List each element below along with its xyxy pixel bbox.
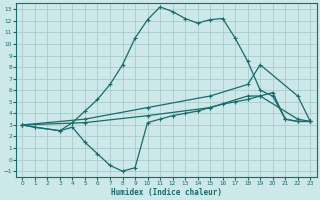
X-axis label: Humidex (Indice chaleur): Humidex (Indice chaleur)	[111, 188, 222, 197]
